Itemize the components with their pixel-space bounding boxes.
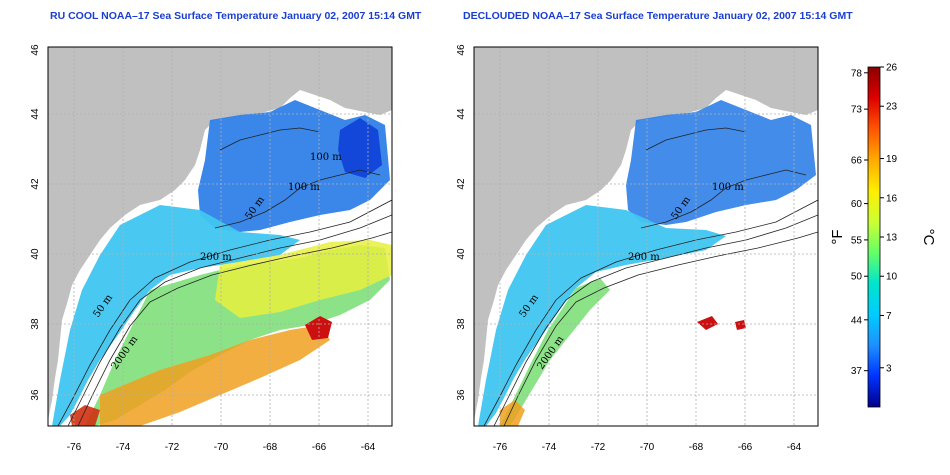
- celsius-tick-label: 13: [886, 233, 898, 244]
- x-tick-label: -76: [493, 442, 508, 453]
- x-tick-label: -70: [214, 442, 229, 453]
- x-tick-label: -66: [738, 442, 753, 453]
- y-tick-label: 38: [456, 318, 467, 330]
- sst-shelf-cyan: [52, 205, 300, 426]
- x-tick-label: -68: [263, 442, 278, 453]
- fahrenheit-tick-label: 60: [851, 199, 863, 210]
- sst-warm-orange: [500, 400, 525, 426]
- right-y-axis: 36 38 40 42 44 46: [456, 44, 467, 401]
- left-panel-title: RU COOL NOAA–17 Sea Surface Temperature …: [50, 10, 422, 22]
- x-tick-label: -66: [312, 442, 327, 453]
- sst-hot-red-patch-a: [697, 316, 718, 330]
- left-x-axis: -76 -74 -72 -70 -68 -66 -64: [67, 442, 376, 453]
- celsius-tick-label: 10: [886, 272, 898, 283]
- sst-shelf-cyan: [478, 205, 726, 426]
- y-tick-label: 46: [456, 44, 467, 56]
- x-tick-label: -76: [67, 442, 82, 453]
- fahrenheit-tick-label: 37: [851, 366, 863, 377]
- right-map-panel: 200 m 100 m 50 m 50 m 2000 m -76 -74 -72…: [456, 44, 819, 453]
- contour-label-200m: 200 m: [200, 252, 232, 263]
- y-tick-label: 46: [30, 44, 41, 56]
- sst-cold-gulf-of-maine: [626, 100, 816, 225]
- fahrenheit-tick-label: 55: [851, 235, 863, 246]
- celsius-tick-label: 23: [886, 102, 898, 113]
- y-tick-label: 44: [30, 108, 41, 120]
- land-mass: [474, 47, 818, 420]
- lat-lon-grid: [48, 47, 392, 426]
- sst-warm-yellow: [215, 240, 392, 318]
- contour-label-100m-a: 100 m: [288, 182, 320, 193]
- contour-label-100m: 100 m: [712, 182, 744, 193]
- celsius-tick-label: 26: [886, 63, 898, 74]
- x-tick-label: -68: [689, 442, 704, 453]
- x-tick-label: -64: [361, 442, 376, 453]
- contour-label-200m: 200 m: [628, 252, 660, 263]
- y-tick-label: 36: [30, 389, 41, 401]
- fahrenheit-unit-label: °F: [829, 229, 846, 244]
- sst-dark-blue-patch: [338, 118, 382, 178]
- y-tick-label: 40: [30, 248, 41, 260]
- fahrenheit-tick-label: 50: [851, 272, 863, 283]
- x-tick-label: -72: [591, 442, 606, 453]
- fahrenheit-tick-label: 73: [851, 105, 863, 116]
- x-tick-label: -64: [787, 442, 802, 453]
- y-tick-label: 42: [30, 178, 41, 190]
- y-tick-label: 40: [456, 248, 467, 260]
- x-tick-label: -70: [640, 442, 655, 453]
- colorbar-gradient: [867, 66, 881, 408]
- left-y-axis: 36 38 40 42 44 46: [30, 44, 41, 401]
- sst-hot-red-patch: [305, 316, 332, 340]
- y-tick-label: 42: [456, 178, 467, 190]
- fahrenheit-tick-label: 78: [851, 68, 863, 79]
- y-tick-label: 36: [456, 389, 467, 401]
- sst-hot-red-patch-b: [735, 320, 746, 330]
- right-x-axis: -76 -74 -72 -70 -68 -66 -64: [493, 442, 802, 453]
- y-tick-label: 38: [30, 318, 41, 330]
- contour-label-100m-b: 100 m: [310, 152, 342, 163]
- celsius-tick-label: 7: [886, 311, 892, 322]
- x-tick-label: -74: [542, 442, 557, 453]
- celsius-tick-label: 19: [886, 154, 898, 165]
- y-tick-label: 44: [456, 108, 467, 120]
- land-mass: [48, 47, 392, 420]
- celsius-tick-label: 16: [886, 193, 898, 204]
- sst-warm-orange-streaks: [100, 325, 330, 426]
- right-panel-title: DECLOUDED NOAA–17 Sea Surface Temperatur…: [463, 10, 853, 22]
- fahrenheit-tick-label: 44: [851, 315, 863, 326]
- celsius-tick-label: 3: [886, 363, 892, 374]
- bathymetry-contours: [483, 127, 818, 426]
- bathymetry-contours: [57, 127, 392, 426]
- lat-lon-grid: [474, 47, 818, 426]
- celsius-unit-label: °C: [920, 229, 937, 246]
- left-map-panel: 200 m 100 m 100 m 50 m 50 m 2000 m -76 -…: [30, 44, 393, 453]
- fahrenheit-tick-label: 66: [851, 155, 863, 166]
- x-tick-label: -72: [165, 442, 180, 453]
- x-tick-label: -74: [116, 442, 131, 453]
- sst-shelf-green: [500, 278, 610, 426]
- sst-gulfstream-red: [70, 405, 100, 426]
